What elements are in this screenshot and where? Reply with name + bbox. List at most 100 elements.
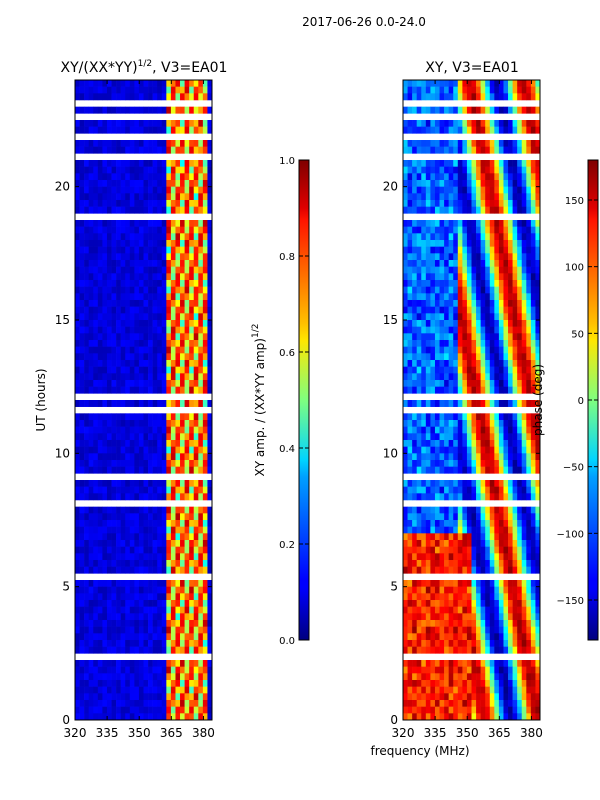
heatmap-cell xyxy=(512,566,518,574)
heatmap-cell xyxy=(412,306,417,314)
heatmap-cell xyxy=(193,253,199,261)
heatmap-cell xyxy=(439,226,445,234)
heatmap-cell xyxy=(102,266,108,274)
heatmap-cell xyxy=(88,453,94,461)
heatmap-cell xyxy=(180,293,185,301)
heatmap-cell xyxy=(498,600,504,607)
heatmap-cell xyxy=(79,546,85,554)
heatmap-cell xyxy=(102,613,108,621)
heatmap-cell xyxy=(471,513,477,521)
heatmap-cell xyxy=(152,373,158,381)
heatmap-cell xyxy=(93,333,99,341)
heatmap-cell xyxy=(439,220,445,227)
heatmap-cell xyxy=(498,526,504,534)
heatmap-cell xyxy=(143,160,149,167)
heatmap-cell xyxy=(93,560,99,567)
heatmap-cell xyxy=(530,206,536,214)
heatmap-cell xyxy=(453,140,459,147)
heatmap-cell xyxy=(134,240,140,247)
heatmap-cell xyxy=(412,486,417,494)
heatmap-cell xyxy=(439,93,445,101)
heatmap-cell xyxy=(75,126,80,134)
heatmap-cell xyxy=(403,400,408,407)
heatmap-cell xyxy=(93,640,99,647)
heatmap-cell xyxy=(489,306,495,314)
heatmap-cell xyxy=(161,673,167,681)
heatmap-cell xyxy=(466,446,472,454)
heatmap-cell xyxy=(412,506,417,514)
heatmap-cell xyxy=(434,93,440,101)
heatmap-cell xyxy=(434,613,440,621)
heatmap-cell xyxy=(129,206,135,214)
heatmap-cell xyxy=(129,166,135,174)
heatmap-cell xyxy=(75,460,80,467)
heatmap-cell xyxy=(526,440,532,447)
heatmap-cell xyxy=(434,120,440,127)
heatmap-cell xyxy=(97,246,103,254)
heatmap-cell xyxy=(453,253,459,261)
heatmap-cell xyxy=(157,106,163,114)
heatmap-cell xyxy=(508,320,513,327)
heatmap-cell xyxy=(521,673,527,681)
heatmap-cell xyxy=(184,333,190,341)
heatmap-cell xyxy=(75,266,80,274)
heatmap-cell xyxy=(485,646,491,654)
heatmap-cell xyxy=(430,220,436,227)
heatmap-cell xyxy=(489,160,495,167)
heatmap-cell xyxy=(512,120,518,127)
heatmap-cell xyxy=(207,400,213,407)
heatmap-cell xyxy=(152,566,158,574)
heatmap-cell xyxy=(466,206,472,214)
heatmap-cell xyxy=(138,713,144,721)
heatmap-cell xyxy=(102,306,108,314)
heatmap-cell xyxy=(111,200,117,207)
heatmap-cell xyxy=(170,660,176,667)
heatmap-cell xyxy=(184,386,190,394)
heatmap-cell xyxy=(489,493,495,501)
heatmap-cell xyxy=(97,660,103,667)
heatmap-cell xyxy=(184,126,190,134)
heatmap-cell xyxy=(480,353,486,361)
heatmap-cell xyxy=(143,220,149,227)
heatmap-cell xyxy=(152,460,158,467)
heatmap-cell xyxy=(97,313,103,321)
heatmap-cell xyxy=(152,513,158,521)
heatmap-cell xyxy=(489,86,495,94)
heatmap-cell xyxy=(407,606,413,614)
heatmap-cell xyxy=(193,300,199,307)
heatmap-cell xyxy=(526,326,532,334)
heatmap-cell xyxy=(88,260,94,267)
heatmap-cell xyxy=(207,126,213,134)
heatmap-cell xyxy=(88,220,94,227)
heatmap-cell xyxy=(198,466,204,474)
heatmap-cell xyxy=(102,620,108,627)
heatmap-cell xyxy=(198,586,204,594)
heatmap-cell xyxy=(508,380,513,387)
heatmap-cell xyxy=(421,540,427,547)
heatmap-cell xyxy=(157,560,163,567)
heatmap-cell xyxy=(189,293,195,301)
heatmap-cell xyxy=(193,633,199,641)
heatmap-cell xyxy=(175,360,181,367)
heatmap-cell xyxy=(106,340,112,347)
heatmap-cell xyxy=(466,466,472,474)
heatmap-cell xyxy=(111,186,117,194)
heatmap-cell xyxy=(476,360,481,367)
heatmap-cell xyxy=(161,266,167,274)
heatmap-cell xyxy=(193,326,199,334)
heatmap-cell xyxy=(97,540,103,547)
heatmap-cell xyxy=(129,306,135,314)
heatmap-cell xyxy=(476,553,481,561)
heatmap-cell xyxy=(434,286,440,294)
heatmap-cell xyxy=(207,420,213,427)
heatmap-cell xyxy=(106,240,112,247)
heatmap-cell xyxy=(425,580,431,587)
heatmap-cell xyxy=(134,513,140,521)
heatmap-cell xyxy=(102,373,108,381)
heatmap-cell xyxy=(79,693,85,701)
heatmap-cell xyxy=(207,306,213,314)
heatmap-cell xyxy=(448,660,454,667)
heatmap-cell xyxy=(512,180,518,187)
heatmap-cell xyxy=(448,340,454,347)
heatmap-cell xyxy=(448,480,454,487)
